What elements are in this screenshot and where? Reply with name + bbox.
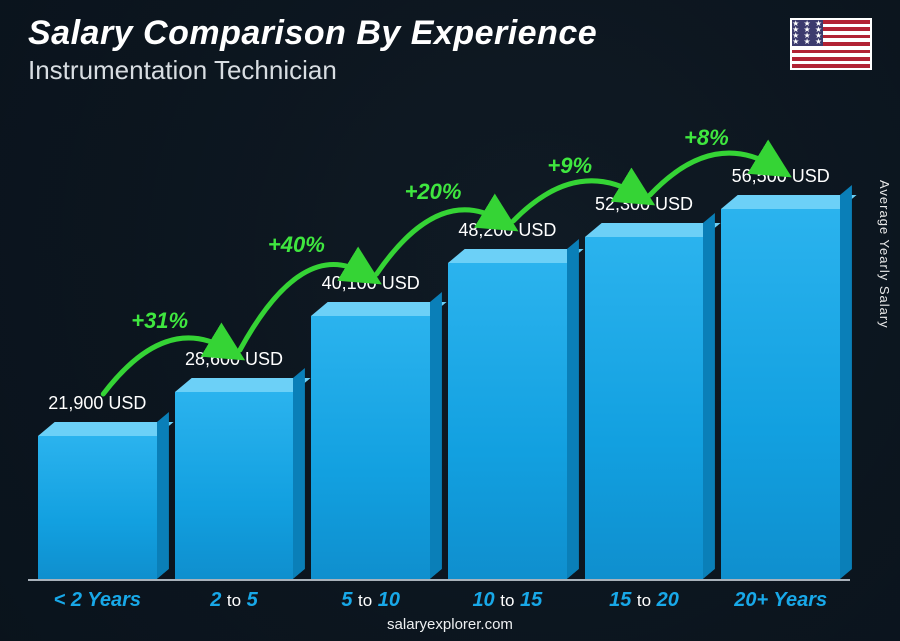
bar-value-label: 40,100 USD xyxy=(322,273,420,294)
chart-baseline xyxy=(28,579,850,581)
bar-category-label: 5 to 10 xyxy=(341,589,400,612)
bar xyxy=(311,316,430,579)
bar-slot: 40,100 USD5 to 10 xyxy=(311,316,430,579)
footer-attribution: salaryexplorer.com xyxy=(0,616,900,633)
bar xyxy=(175,392,294,579)
bar-category-label: 20+ Years xyxy=(734,589,827,612)
bar-value-label: 52,300 USD xyxy=(595,194,693,215)
bar-category-label: 2 to 5 xyxy=(210,589,258,612)
chart-title: Salary Comparison By Experience xyxy=(28,14,872,53)
bar-slot: 21,900 USD< 2 Years xyxy=(38,436,157,579)
bar-slot: 56,500 USD20+ Years xyxy=(721,209,840,579)
bars-container: 21,900 USD< 2 Years28,600 USD2 to 540,10… xyxy=(38,108,840,579)
bar-category-label: 15 to 20 xyxy=(609,589,679,612)
bar-value-label: 21,900 USD xyxy=(48,393,146,414)
bar xyxy=(585,237,704,579)
bar-slot: 28,600 USD2 to 5 xyxy=(175,392,294,579)
bar-slot: 48,200 USD10 to 15 xyxy=(448,263,567,579)
bar-category-label: 10 to 15 xyxy=(472,589,542,612)
country-flag-icon: ★ ★ ★★ ★ ★★ ★ ★★ ★ ★ xyxy=(790,18,872,70)
bar-slot: 52,300 USD15 to 20 xyxy=(585,237,704,579)
bar xyxy=(721,209,840,579)
bar xyxy=(38,436,157,579)
bar-value-label: 48,200 USD xyxy=(458,220,556,241)
bar-chart: 21,900 USD< 2 Years28,600 USD2 to 540,10… xyxy=(38,110,840,581)
chart-header: Salary Comparison By Experience Instrume… xyxy=(28,14,872,86)
bar xyxy=(448,263,567,579)
y-axis-label: Average Yearly Salary xyxy=(877,180,892,329)
bar-category-label: < 2 Years xyxy=(54,589,141,612)
bar-value-label: 28,600 USD xyxy=(185,349,283,370)
bar-value-label: 56,500 USD xyxy=(732,166,830,187)
chart-subtitle: Instrumentation Technician xyxy=(28,55,872,86)
